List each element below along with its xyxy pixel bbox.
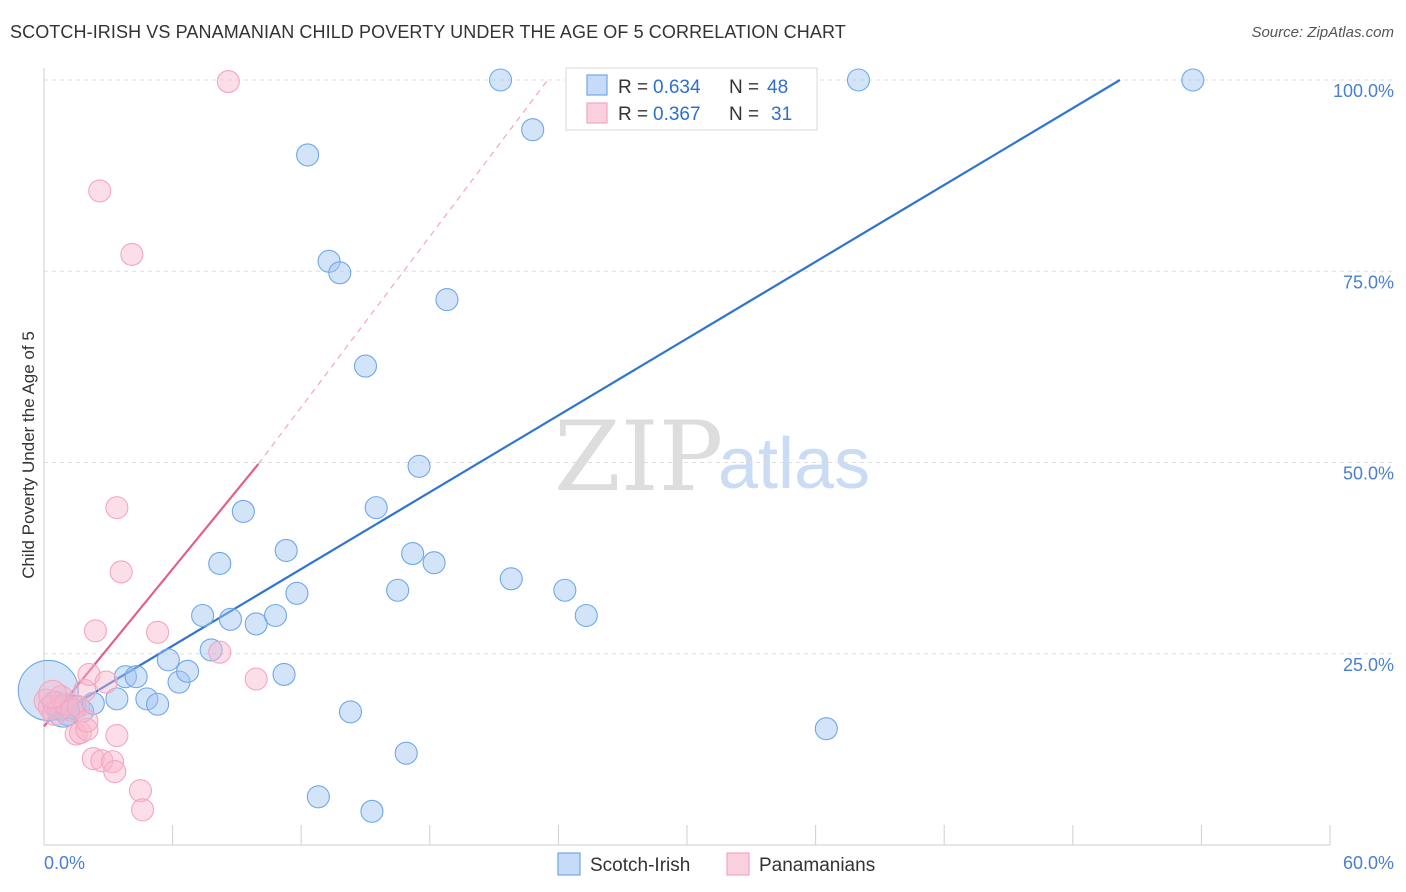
scotch-irish-point	[208, 551, 232, 576]
panamanians-point	[103, 760, 127, 784]
scotch-irish-point	[285, 581, 309, 605]
panamanians-point	[131, 798, 155, 822]
panamanians-point	[94, 670, 118, 694]
panamanians-point	[66, 694, 90, 719]
scotch-irish-point	[521, 118, 545, 142]
panamanians-point	[68, 720, 92, 745]
stats-swatch-scotch-irish	[586, 74, 608, 96]
legend-swatch-scotch-irish[interactable]	[557, 852, 581, 876]
scotch-irish-point	[231, 499, 255, 524]
watermark-atlas: atlas	[718, 424, 870, 504]
scotch-irish-point	[263, 603, 288, 628]
scotch-irish-point	[296, 143, 320, 167]
stats-swatch-panamanians	[586, 102, 608, 124]
scotch-irish-point	[553, 578, 577, 602]
stats-r-label-2: R =	[618, 104, 648, 125]
scotch-irish-point	[401, 541, 425, 566]
scotch-irish-point	[46, 694, 80, 728]
scotch-irish-point	[574, 603, 598, 628]
panamanians-point	[77, 662, 101, 686]
legend-label-scotch-irish[interactable]: Scotch-Irish	[590, 855, 690, 876]
chart-title: SCOTCH-IRISH VS PANAMANIAN CHILD POVERTY…	[10, 22, 846, 42]
scotch-irish-point	[488, 68, 513, 92]
scotch-irish-point	[244, 612, 268, 636]
scotch-irish-point	[191, 603, 215, 628]
panamanians-point	[75, 709, 99, 733]
legend: Scotch-Irish Panamanians	[557, 852, 875, 876]
legend-swatch-panamanians[interactable]	[726, 852, 750, 876]
source-credit[interactable]: Source: ZipAtlas.com	[1251, 24, 1394, 41]
panamanians-point	[105, 496, 129, 520]
scotch-irish-point	[386, 578, 410, 602]
panamanians-point	[83, 619, 107, 643]
panamanians-point	[244, 667, 268, 691]
scotch-irish-point	[338, 700, 363, 724]
panamanians-trend-extension	[257, 79, 549, 465]
stats-r-value-1: 0.634	[653, 77, 701, 98]
scotch-irish-point	[407, 454, 431, 478]
panamanians-point	[120, 242, 144, 266]
scotch-irish-point	[360, 799, 384, 823]
panamanians-point	[146, 620, 170, 644]
scotch-irish-point	[306, 785, 330, 809]
scotch-irish-point	[176, 659, 200, 683]
trend-lines	[43, 79, 1121, 728]
scotch-irish-point	[394, 741, 418, 765]
panamanians-point	[88, 179, 112, 203]
scotch-irish-point	[274, 538, 298, 563]
tick-labels: 25.0% 50.0% 75.0% 100.0% 0.0% 60.0%	[44, 81, 1394, 873]
x-tick-label-min: 0.0%	[44, 853, 85, 873]
y-tick-label: 75.0%	[1343, 272, 1394, 292]
scotch-irish-point	[218, 607, 243, 631]
scotch-irish-point	[135, 687, 159, 711]
scotch-irish-point	[1181, 68, 1205, 92]
scotch-irish-point	[328, 261, 352, 285]
scotch-irish-point	[199, 638, 223, 662]
y-tick-label: 100.0%	[1333, 81, 1394, 101]
stats-r-label-1: R =	[618, 77, 648, 98]
panamanians-point	[208, 640, 232, 664]
stats-box: R = 0.634 N = 48 R = 0.367 N = 31	[565, 67, 818, 131]
scotch-irish-point	[435, 288, 459, 312]
scotch-irish-trend-line	[49, 79, 1121, 720]
panamanians-point	[38, 679, 68, 709]
scotch-irish-point	[814, 717, 838, 741]
panamanians-point	[75, 717, 99, 742]
y-tick-label: 50.0%	[1343, 464, 1394, 484]
stats-n-label-2: N =	[729, 104, 759, 125]
x-tick-label-max: 60.0%	[1343, 853, 1394, 873]
panamanians-point	[81, 747, 105, 771]
stats-n-label-1: N =	[729, 77, 759, 98]
scotch-irish-point	[124, 665, 148, 689]
y-tick-label: 25.0%	[1343, 655, 1394, 675]
panamanians-trend-line	[43, 463, 260, 728]
scotch-irish-point	[846, 68, 871, 92]
axes	[43, 68, 1331, 846]
scotch-irish-point	[272, 662, 296, 686]
panamanians-point	[216, 69, 240, 94]
y-axis-label: Child Poverty Under the Age of 5	[19, 331, 38, 579]
legend-label-panamanians[interactable]: Panamanians	[759, 855, 875, 876]
stats-n-value-1: 48	[767, 77, 788, 98]
scotch-irish-point	[499, 567, 523, 591]
scotch-irish-point	[422, 551, 446, 575]
panamanians-point	[105, 724, 129, 748]
data-points	[17, 68, 1205, 823]
scotch-irish-point	[353, 354, 378, 378]
gridlines	[44, 79, 1395, 655]
watermark-zip: ZIP	[554, 401, 723, 513]
scotch-irish-point	[81, 691, 105, 716]
stats-r-value-2: 0.367	[653, 104, 701, 125]
panamanians-point	[101, 750, 125, 774]
scotch-irish-point	[364, 496, 388, 520]
stats-n-value-2: 31	[771, 104, 792, 125]
panamanians-point	[109, 560, 133, 584]
scotch-irish-point	[156, 648, 180, 672]
scotch-irish-point	[146, 692, 170, 716]
scotch-irish-point	[105, 687, 129, 711]
panamanians-point	[128, 779, 152, 803]
